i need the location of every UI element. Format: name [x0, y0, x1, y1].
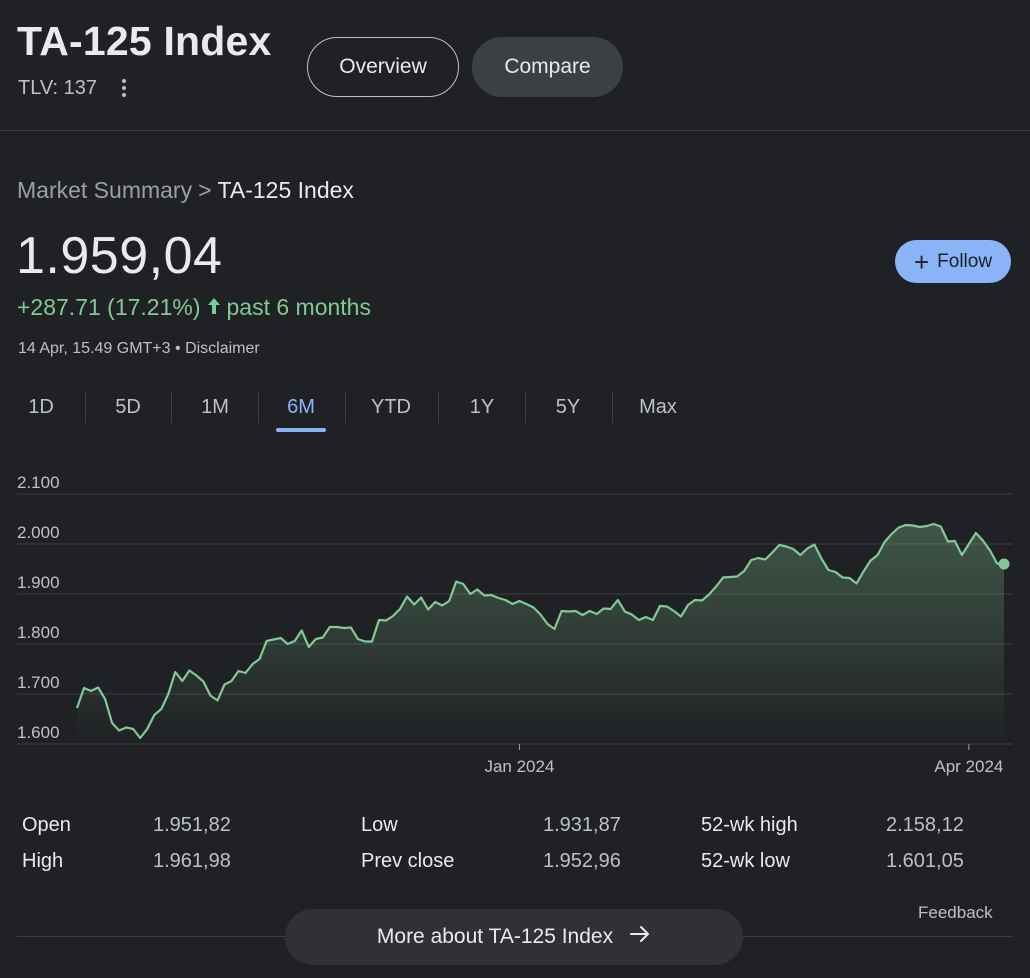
- breadcrumb-current: TA-125 Index: [217, 177, 354, 203]
- y-tick-label: 2.000: [17, 523, 60, 542]
- follow-button[interactable]: + Follow: [895, 240, 1011, 283]
- quote-meta: 14 Apr, 15.49 GMT+3 • Disclaimer: [18, 340, 260, 358]
- series-area: [77, 524, 1004, 744]
- quote-timestamp: 14 Apr, 15.49 GMT+3: [18, 340, 171, 357]
- stat-value-52wk-high: 2.158,12: [886, 814, 964, 836]
- tab-divider: [612, 391, 613, 423]
- stat-label-52wk-high: 52-wk high: [701, 814, 798, 836]
- ticker-symbol: TLV: 137: [18, 77, 97, 99]
- y-tick-label: 1.600: [17, 723, 60, 742]
- stat-label-low: Low: [361, 814, 398, 836]
- stat-value-high: 1.961,98: [153, 850, 231, 872]
- price-change: +287.71 (17.21%) past 6 months: [17, 294, 371, 321]
- y-tick-label: 2.100: [17, 473, 60, 492]
- range-label: 5Y: [555, 395, 581, 418]
- range-label: 1Y: [469, 395, 495, 418]
- key-stats: Open 1.951,82 High 1.961,98 Low 1.931,87…: [0, 808, 1030, 888]
- x-tick-label: Apr 2024: [934, 757, 1003, 776]
- meta-dot: •: [175, 340, 181, 357]
- y-tick-label: 1.900: [17, 573, 60, 592]
- feedback-link[interactable]: Feedback: [918, 903, 993, 922]
- more-about-label: More about TA-125 Index: [376, 925, 614, 948]
- tab-divider: [525, 391, 526, 423]
- last-value-marker: [998, 558, 1010, 570]
- stat-label-52wk-low: 52-wk low: [701, 850, 790, 872]
- stat-label-open: Open: [22, 814, 71, 836]
- range-label: 1D: [28, 395, 54, 418]
- tab-divider: [171, 391, 172, 423]
- more-about-button[interactable]: More about TA-125 Index: [285, 909, 743, 965]
- range-tab-max[interactable]: Max: [630, 385, 686, 429]
- series-line: [75, 522, 1005, 740]
- stat-value-open: 1.951,82: [153, 814, 231, 836]
- tab-divider: [438, 391, 439, 423]
- range-tab-6m[interactable]: 6M: [276, 385, 326, 432]
- range-tab-5y[interactable]: 5Y: [545, 385, 591, 429]
- change-value: +287.71 (17.21%): [17, 294, 201, 320]
- range-tab-1d[interactable]: 1D: [18, 385, 64, 429]
- breadcrumb-parent-link[interactable]: Market Summary: [17, 177, 193, 203]
- range-label: Max: [639, 395, 677, 418]
- header-divider: [0, 130, 1030, 131]
- arrow-right-icon: [629, 925, 651, 949]
- stat-value-52wk-low: 1.601,05: [886, 850, 964, 872]
- range-tab-1y[interactable]: 1Y: [459, 385, 505, 429]
- range-tab-1m[interactable]: 1M: [190, 385, 240, 429]
- x-tick-label: Jan 2024: [484, 757, 554, 776]
- stat-label-prev-close: Prev close: [361, 850, 455, 872]
- arrow-up-icon: [207, 294, 221, 321]
- plus-icon: +: [913, 246, 930, 277]
- range-label: 6M: [287, 395, 315, 418]
- range-tab-5d[interactable]: 5D: [105, 385, 151, 429]
- stat-label-high: High: [22, 850, 64, 872]
- tab-overview[interactable]: Overview: [307, 37, 459, 97]
- range-label: YTD: [371, 395, 411, 418]
- tab-divider: [85, 391, 86, 423]
- y-tick-label: 1.800: [17, 623, 60, 642]
- range-tab-ytd[interactable]: YTD: [362, 385, 420, 429]
- tab-divider: [345, 391, 346, 423]
- disclaimer-link[interactable]: Disclaimer: [185, 340, 260, 357]
- page-title: TA-125 Index: [17, 18, 272, 64]
- breadcrumb-separator: >: [198, 177, 212, 203]
- active-tab-indicator: [276, 428, 326, 432]
- follow-label: Follow: [937, 250, 993, 272]
- stat-value-prev-close: 1.952,96: [543, 850, 621, 872]
- range-label: 1M: [201, 395, 229, 418]
- y-tick-label: 1.700: [17, 673, 60, 692]
- tab-compare[interactable]: Compare: [472, 37, 623, 97]
- current-price: 1.959,04: [16, 227, 223, 285]
- tab-divider: [258, 391, 259, 423]
- range-label: 5D: [115, 395, 141, 418]
- price-chart[interactable]: 2.100 2.000 1.900 1.800 1.700 1.600 Jan 2024 Ap…: [0, 470, 1030, 790]
- breadcrumb: Market Summary > TA-125 Index: [17, 177, 354, 204]
- change-period: past 6 months: [226, 294, 371, 320]
- stat-value-low: 1.931,87: [543, 814, 621, 836]
- more-options-icon[interactable]: [116, 77, 132, 99]
